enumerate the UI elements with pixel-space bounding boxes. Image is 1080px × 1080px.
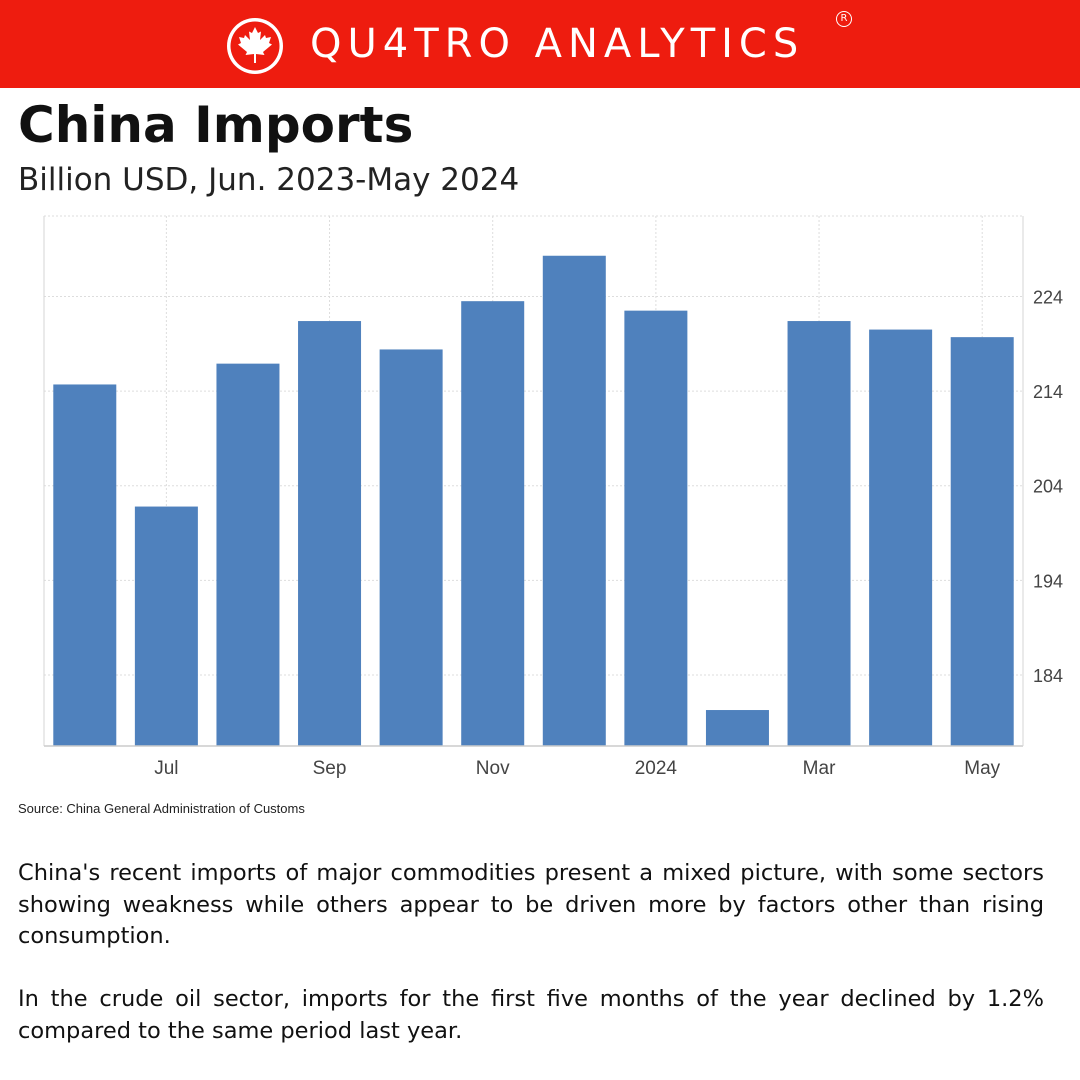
x-tick-label: May xyxy=(964,758,1000,779)
body-paragraph-1: China's recent imports of major commodit… xyxy=(18,860,1044,949)
bar-mar xyxy=(787,321,851,746)
y-tick-label: 204 xyxy=(1033,477,1063,497)
source-note: Source: China General Administration of … xyxy=(18,801,305,816)
registered-mark-icon: R xyxy=(836,11,852,27)
y-tick-label: 184 xyxy=(1033,666,1063,686)
maple-leaf-logo-icon xyxy=(227,18,283,74)
bar-dec xyxy=(542,255,606,746)
bar-jun xyxy=(53,384,117,746)
bar-nov xyxy=(461,301,525,746)
brand-header: QU4TRO ANALYTICS R xyxy=(0,0,1080,88)
bar-apr xyxy=(869,329,933,746)
bar-feb xyxy=(705,710,769,746)
chart-axes: 184 194 204 214 224 Jul Sep Nov 2024 Mar May xyxy=(43,216,1063,779)
bar-aug xyxy=(216,363,280,746)
bar-may xyxy=(950,337,1014,746)
y-tick-label: 214 xyxy=(1033,382,1063,402)
imports-bar-chart: 184 194 204 214 224 Jul Sep Nov 2024 Mar May xyxy=(43,215,1063,779)
bar-jul xyxy=(134,506,198,746)
chart-bars xyxy=(53,255,1014,746)
page-subtitle: Billion USD, Jun. 2023-May 2024 xyxy=(18,162,520,198)
y-tick-label: 194 xyxy=(1033,571,1063,591)
x-tick-label: Jul xyxy=(154,758,178,779)
x-tick-label: Nov xyxy=(476,758,510,779)
x-tick-label: Mar xyxy=(803,758,836,779)
x-tick-label: 2024 xyxy=(635,758,678,779)
page-title: China Imports xyxy=(18,96,414,154)
bar-sep xyxy=(298,321,362,746)
bar-2024 xyxy=(624,310,688,746)
y-tick-label: 224 xyxy=(1033,287,1063,307)
x-tick-label: Sep xyxy=(313,758,347,779)
body-paragraph-2: In the crude oil sector, imports for the… xyxy=(18,986,1044,1044)
brand-name: QU4TRO ANALYTICS xyxy=(310,21,805,67)
bar-oct xyxy=(379,349,443,746)
